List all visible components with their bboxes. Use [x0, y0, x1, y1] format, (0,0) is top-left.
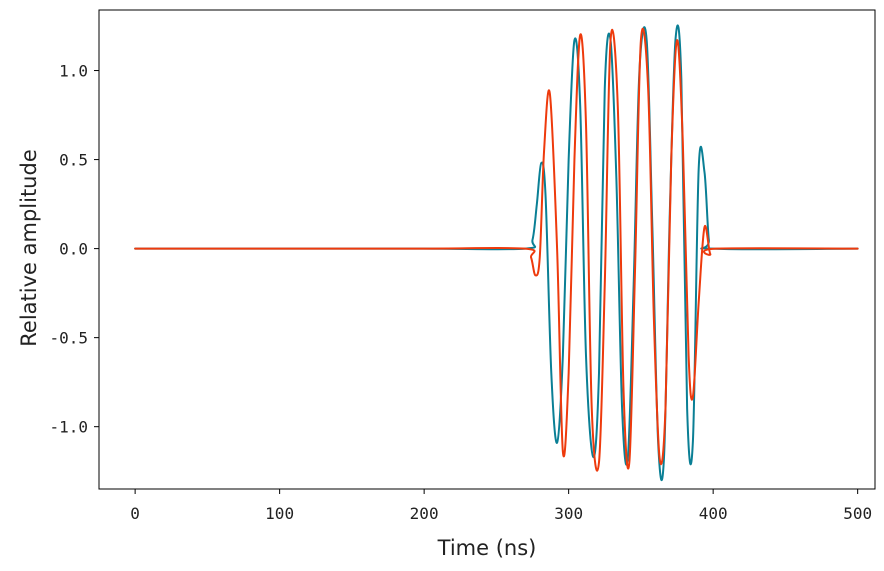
x-tick-label: 0 [130, 504, 140, 523]
x-axis: 0 100 200 300 400 500 [130, 489, 872, 523]
y-tick-label: 1.0 [59, 62, 88, 81]
x-tick-label: 500 [843, 504, 872, 523]
x-tick-label: 100 [265, 504, 294, 523]
x-tick-label: 200 [410, 504, 439, 523]
y-tick-label: -1.0 [49, 418, 88, 437]
series-line-1 [134, 24, 859, 482]
series-line-2 [134, 27, 859, 472]
x-axis-label: Time (ns) [437, 536, 537, 560]
y-axis-label: Relative amplitude [17, 149, 41, 346]
x-tick-label: 400 [699, 504, 728, 523]
y-tick-label: 0.0 [59, 240, 88, 259]
plot-frame [98, 9, 876, 490]
x-tick-label: 300 [554, 504, 583, 523]
y-tick-label: 0.5 [59, 151, 88, 170]
y-axis: 1.0 0.5 0.0 -0.5 -1.0 [49, 62, 99, 437]
series-layer [134, 24, 859, 482]
y-tick-label: -0.5 [49, 329, 88, 348]
